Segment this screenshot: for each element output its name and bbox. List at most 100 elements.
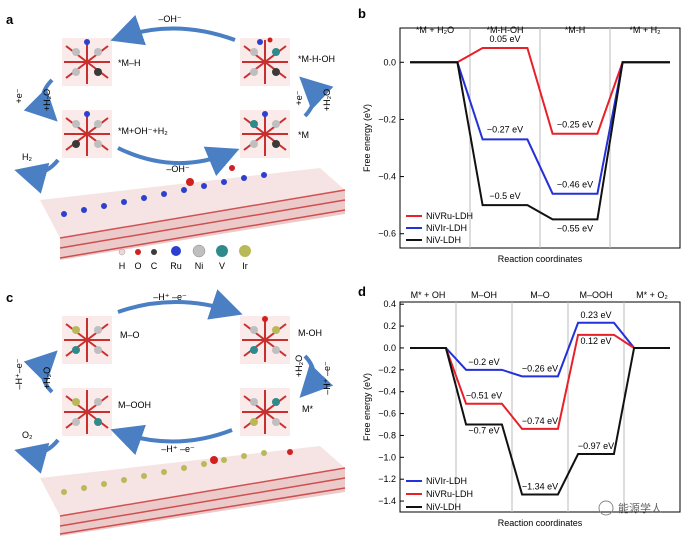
chart-b-step-dividers (469, 28, 611, 248)
chart-d-ylabel: Free energy (eV) (362, 373, 372, 441)
state-a-top-left: *M–H (118, 58, 141, 68)
arrow-a-top (110, 14, 236, 46)
chart-b-legend: NiVRu-LDH NiVIr-LDH NiV-LDH (406, 211, 473, 245)
arrow-c-right-h2o-label: +H₂O (294, 355, 304, 377)
arrow-a-bottom (117, 146, 240, 177)
chart-b-y-ticks (400, 61, 404, 235)
chart-b-ylabel: Free energy (eV) (362, 104, 372, 172)
arrow-a-left-h2o-label: +H₂O (42, 89, 52, 111)
energy-label: −1.34 eV (522, 482, 558, 492)
energy-label: −0.7 eV (468, 426, 499, 436)
arrow-a-h2-out (14, 158, 60, 194)
cluster-c-top-right (240, 316, 290, 364)
y-tick-label: −0.2 (378, 114, 396, 124)
step-label: *M-H (565, 25, 586, 35)
atom-o-swatch (135, 249, 141, 255)
atom-ru-swatch (171, 246, 181, 256)
watermark: 能源学人 (598, 500, 662, 516)
o2-product-label: O₂ (22, 430, 33, 440)
legend-label: NiVIr-LDH (426, 223, 467, 233)
atom-label-ir: Ir (242, 261, 248, 271)
chart-b-xlabel: Reaction coordinates (498, 254, 583, 264)
step-label: M–O (530, 290, 550, 300)
atom-v-swatch (216, 245, 228, 257)
energy-label: 0.05 eV (489, 34, 520, 44)
arrow-c-bottom-label: –H⁺ –e⁻ (161, 444, 195, 454)
y-tick-label: −0.2 (378, 365, 396, 375)
panel-label-c: c (6, 290, 13, 305)
cluster-a-top-left (62, 38, 112, 86)
step-label: *M + H₂O (416, 25, 454, 35)
step-label: *M + H₂ (629, 25, 661, 35)
y-tick-label: 0.4 (383, 299, 396, 309)
watermark-text: 能源学人 (618, 501, 662, 515)
atom-label-c: C (151, 261, 158, 271)
atom-label-v: V (219, 261, 225, 271)
chart-d-y-tick-labels: 0.4 0.2 0.0 −0.2 −0.4 −0.6 −0.8 −1.0 −1.2 −1.4 (378, 299, 396, 506)
arrow-c-top (117, 289, 243, 320)
arrow-a-right-e-label: +e⁻ (294, 90, 304, 105)
energy-label: −0.26 eV (522, 363, 558, 373)
cluster-a-bottom-right (240, 110, 290, 158)
arrow-c-bottom (110, 424, 233, 456)
step-label: *M-H-OH (487, 25, 524, 35)
atom-ir-swatch (239, 245, 251, 257)
state-a-top-right: *M-H-OH (298, 54, 335, 64)
ldh-slab-c (40, 446, 346, 536)
cluster-c-bottom-left (62, 388, 112, 436)
chart-b-y-tick-labels: 0.0 −0.2 −0.4 −0.6 (378, 57, 396, 238)
panel-label-d: d (358, 284, 366, 299)
state-a-bottom-right: *M (298, 130, 309, 140)
chart-b-annotations: 0.05 eV −0.27 eV −0.5 eV −0.25 eV −0.46 eV −0… (487, 34, 593, 233)
y-tick-label: 0.0 (383, 343, 396, 353)
chart-d-y-ticks (400, 303, 404, 502)
series-line-niv-ldh (410, 61, 670, 221)
chart-d-oer-free-energy: 0.4 0.2 0.0 −0.2 −0.4 −0.6 −0.8 −1.0 −1.2 −1.4 M*… (362, 290, 681, 528)
legend-label: NiVIr-LDH (426, 476, 467, 486)
step-label: M* + O₂ (636, 290, 668, 300)
chart-d-annotations: −0.2 eV −0.51 eV −0.7 eV −0.26 eV −0.74 eV −1… (466, 310, 614, 492)
cluster-a-top-right (240, 37, 290, 86)
y-tick-label: −0.4 (378, 387, 396, 397)
y-tick-label: −1.4 (378, 496, 396, 506)
arrow-a-right-h2o-label: +H₂O (322, 89, 332, 111)
series-line-nivru-ldh (410, 47, 670, 135)
atom-legend: H O C Ru Ni V Ir (118, 244, 251, 271)
energy-label: −0.97 eV (578, 441, 614, 451)
step-label: M–OH (471, 290, 497, 300)
arrow-c-o2-out (14, 438, 60, 474)
chart-d-legend: NiVIr-LDH NiVRu-LDH NiV-LDH (406, 476, 473, 512)
chart-b-series (410, 47, 670, 221)
atom-c-swatch (151, 249, 157, 255)
state-c-top-left: M–O (120, 330, 140, 340)
energy-label: −0.51 eV (466, 391, 502, 401)
arrow-c-left-h2o-label: +H₂O (42, 367, 52, 389)
state-c-bottom-left: M–OOH (118, 400, 151, 410)
cluster-a-bottom-left (62, 110, 112, 158)
chart-d-xlabel: Reaction coordinates (498, 518, 583, 528)
y-tick-label: −0.8 (378, 430, 396, 440)
arrow-c-right-he-label: –H⁺ –e⁻ (322, 361, 332, 395)
series-line-niv-ldh (410, 346, 670, 496)
state-c-bottom-right: M* (302, 404, 313, 414)
atom-h-swatch (118, 248, 126, 256)
energy-label: −0.46 eV (557, 180, 593, 190)
arrow-a-bottom-label: –OH⁻ (166, 164, 190, 174)
arrow-a-right (299, 76, 334, 118)
atom-label-ru: Ru (170, 261, 182, 271)
y-tick-label: −1.2 (378, 474, 396, 484)
scheme-c-oer-cycle: –H⁺ –e⁻ –H⁺ –e⁻ –H⁺–e⁻ +H₂O +H₂O –H⁺ –e⁻… (14, 289, 346, 536)
arrow-c-top-label: –H⁺ –e⁻ (153, 292, 187, 302)
y-tick-label: 0.2 (383, 321, 396, 331)
arrow-c-left (23, 350, 58, 394)
energy-label: −0.25 eV (557, 120, 593, 130)
ldh-slab-a (40, 165, 346, 260)
atom-label-o: O (134, 261, 141, 271)
cluster-c-bottom-right (240, 388, 290, 436)
chart-d-step-dividers (455, 302, 625, 512)
chart-d-series (410, 321, 670, 496)
y-tick-label: −1.0 (378, 452, 396, 462)
series-line-nivir-ldh (410, 321, 670, 378)
step-label: M–OOH (579, 290, 612, 300)
